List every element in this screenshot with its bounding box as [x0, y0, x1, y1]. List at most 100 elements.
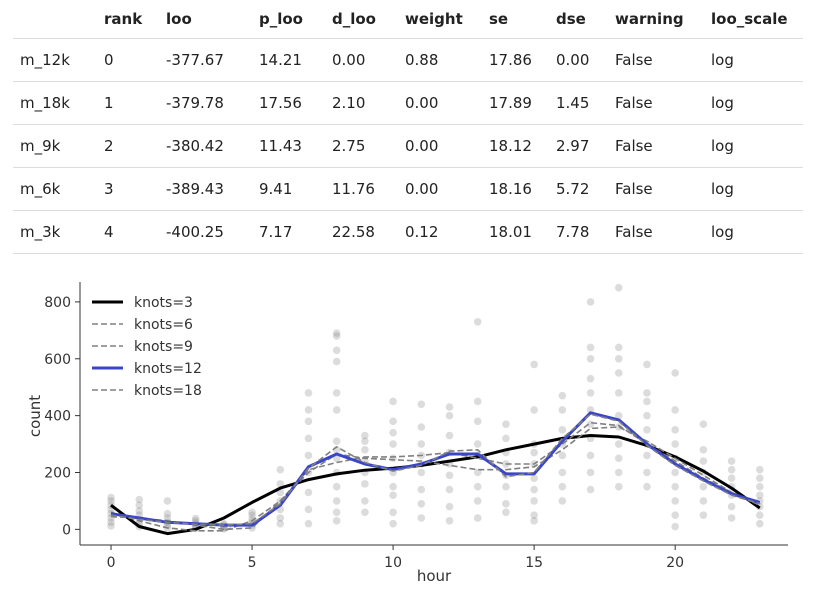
- legend-label: knots=12: [134, 361, 202, 377]
- scatter-point: [755, 519, 764, 528]
- scatter-point: [417, 468, 426, 477]
- loo-comparison-table: rank loo p_loo d_loo weight se dse warni…: [13, 0, 803, 254]
- scatter-point: [304, 451, 313, 460]
- scatter-point: [332, 346, 341, 355]
- scatter-point: [445, 485, 454, 494]
- scatter-point: [727, 457, 736, 465]
- scatter-point: [671, 440, 679, 448]
- scatter-point: [530, 517, 538, 525]
- scatter-point: [699, 497, 708, 505]
- scatter-point: [361, 431, 369, 440]
- x-tick-label: 15: [525, 555, 543, 571]
- x-tick-label: 10: [384, 555, 402, 571]
- y-axis-ticks: 0 200 400 600 800: [44, 295, 80, 538]
- scatter-point: [530, 448, 538, 457]
- scatter-point: [643, 411, 651, 420]
- table-cell: 2.10: [325, 81, 398, 125]
- table-cell: 17.89: [482, 81, 549, 125]
- table-cell: m_3k: [13, 210, 97, 254]
- table-cell: -389.43: [159, 167, 252, 211]
- scatter-point: [361, 508, 369, 517]
- scatter-point: [304, 417, 313, 426]
- table-cell: 2.75: [325, 124, 398, 168]
- scatter-point: [248, 515, 256, 524]
- scatter-point: [727, 514, 736, 522]
- table-cell: 0.12: [398, 210, 482, 254]
- table-cell: m_12k: [13, 38, 97, 82]
- scatter-point: [699, 511, 708, 519]
- scatter-point: [699, 457, 708, 465]
- scatter-point: [643, 482, 651, 491]
- column-header: d_loo: [325, 0, 398, 39]
- scatter-point: [445, 431, 454, 440]
- scatter-point: [614, 440, 623, 448]
- scatter-point: [614, 389, 623, 397]
- table-cell: 22.58: [325, 210, 398, 254]
- scatter-point: [558, 406, 567, 414]
- table-cell: 0.00: [398, 167, 482, 211]
- scatter-point: [248, 511, 256, 519]
- scatter-point: [389, 482, 397, 491]
- scatter-point: [276, 465, 285, 474]
- table-cell: 0: [97, 38, 159, 82]
- scatter-point: [304, 434, 313, 443]
- scatter-point: [107, 518, 115, 527]
- scatter-point: [502, 499, 510, 508]
- series-line: [110, 413, 761, 526]
- table-cell: 18.16: [482, 167, 549, 211]
- scatter-point: [276, 514, 285, 522]
- scatter-point: [614, 343, 623, 352]
- column-header: loo: [159, 0, 252, 39]
- table-cell: log: [704, 210, 803, 254]
- scatter-point: [135, 495, 144, 504]
- table-cell: 18.12: [482, 124, 549, 168]
- table-cell: -380.42: [159, 124, 252, 168]
- scatter-point: [417, 485, 426, 494]
- legend-label: knots=3: [134, 295, 193, 311]
- table-cell: 0.00: [325, 38, 398, 82]
- scatter-point: [473, 440, 482, 448]
- scatter-point: [332, 332, 341, 340]
- legend-label: knots=9: [134, 339, 193, 355]
- x-tick-label: 0: [107, 555, 116, 571]
- scatter-point: [755, 511, 764, 519]
- scatter-point: [417, 514, 426, 522]
- scatter-point: [417, 423, 426, 431]
- scatter-point: [558, 391, 567, 400]
- scatter-point: [643, 397, 651, 406]
- scatter-point: [614, 454, 623, 463]
- scatter-point: [389, 519, 397, 528]
- table-cell: 1.45: [549, 81, 608, 125]
- scatter-point: [473, 468, 482, 477]
- table-row: m_3k 4 -400.25 7.17 22.58 0.12 18.01 7.7…: [13, 210, 803, 254]
- scatter-point: [135, 501, 144, 509]
- table-cell: 14.21: [252, 38, 325, 82]
- scatter-point: [304, 505, 313, 514]
- scatter-point: [699, 445, 708, 454]
- scatter-point: [389, 491, 397, 500]
- scatter-point: [473, 397, 482, 406]
- x-tick-label: 5: [248, 555, 257, 571]
- y-tick-label: 0: [62, 522, 71, 538]
- scatter-point: [445, 403, 454, 411]
- scatter-point: [558, 451, 567, 460]
- scatter-point: [332, 406, 341, 414]
- scatter-point: [755, 465, 764, 474]
- scatter-point: [727, 502, 736, 511]
- scatter-point: [502, 482, 510, 491]
- chart-legend: knots=3 knots=6 knots=9 knots=12 knots=18: [92, 295, 202, 399]
- scatter-point: [107, 493, 115, 502]
- scatter-point: [361, 480, 369, 488]
- scatter-point: [699, 482, 708, 491]
- table-cell: -379.78: [159, 81, 252, 125]
- x-axis-ticks: 0 5 10 15 20: [107, 545, 684, 571]
- scatter-point: [671, 369, 679, 377]
- scatter-point: [558, 468, 567, 477]
- table-cell: 9.41: [252, 167, 325, 211]
- scatter-point: [361, 445, 369, 454]
- scatter-point: [248, 508, 256, 517]
- scatter-point: [361, 497, 369, 505]
- scatter-point: [614, 468, 623, 477]
- scatter-point: [473, 417, 482, 426]
- scatter-point: [332, 357, 341, 366]
